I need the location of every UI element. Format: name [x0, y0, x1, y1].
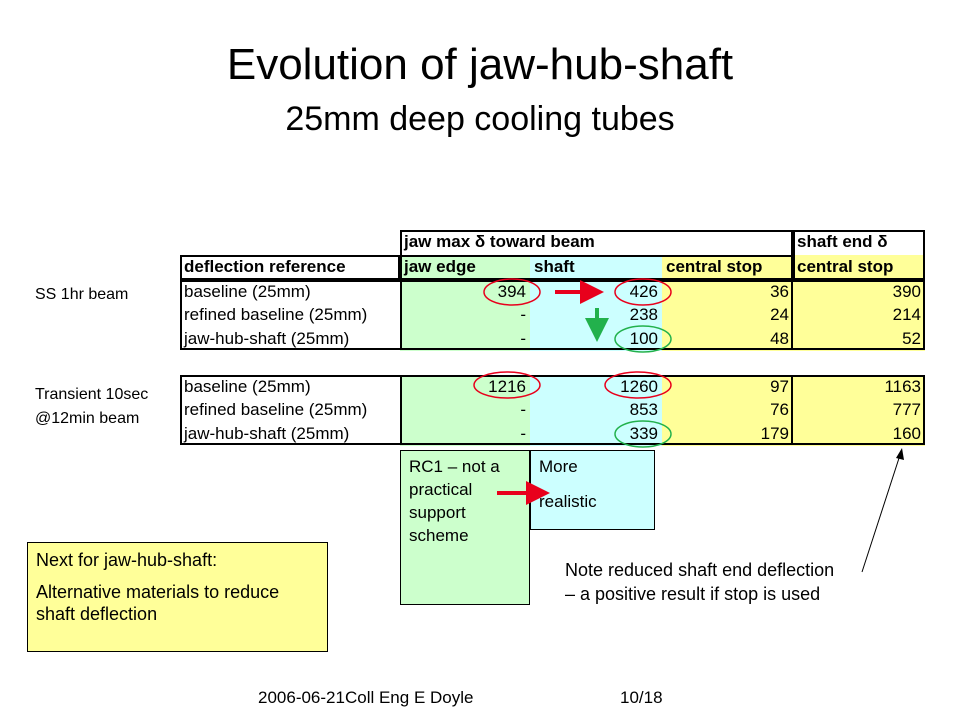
- next-heading: Next for jaw-hub-shaft:: [36, 550, 218, 570]
- row-label: jaw-hub-shaft (25mm): [180, 326, 400, 351]
- column-header: deflection reference: [180, 255, 400, 280]
- value-cell: 76: [662, 398, 793, 423]
- value-cell: 97: [662, 375, 793, 400]
- rc1-box: RC1 – not a practical support scheme: [400, 450, 530, 605]
- value-cell: 36: [662, 280, 793, 305]
- value-cell: 48: [662, 326, 793, 351]
- section-label: Transient 10sec @12min beam: [35, 386, 149, 427]
- row-label: refined baseline (25mm): [180, 398, 400, 423]
- value-cell: 52: [793, 326, 925, 351]
- slide-title: Evolution of jaw-hub-shaft: [226, 40, 734, 89]
- value-cell: 214: [793, 303, 925, 328]
- group-header: shaft end δ: [793, 230, 925, 255]
- value-cell: 426: [530, 280, 662, 305]
- slide-subtitle: 25mm deep cooling tubes: [285, 100, 675, 138]
- section-label: SS 1hr beam: [35, 286, 129, 303]
- column-header: shaft: [530, 255, 662, 280]
- value-cell: -: [400, 421, 530, 446]
- pointer-head: [896, 448, 904, 460]
- value-cell: 24: [662, 303, 793, 328]
- value-cell: -: [400, 303, 530, 328]
- realistic-line: More: [539, 457, 578, 476]
- value-cell: 1216: [400, 375, 530, 400]
- rc1-text: RC1 – not a practical support scheme: [409, 457, 500, 545]
- value-cell: 339: [530, 421, 662, 446]
- value-cell: -: [400, 326, 530, 351]
- value-cell: 1260: [530, 375, 662, 400]
- group-header: jaw max δ toward beam: [400, 230, 793, 255]
- row-label: baseline (25mm): [180, 280, 400, 305]
- row-label: baseline (25mm): [180, 375, 400, 400]
- pointer-line: [861, 451, 902, 573]
- value-cell: 390: [793, 280, 925, 305]
- footer-left: 2006-06-21Coll Eng E Doyle: [258, 688, 474, 707]
- column-header: central stop: [662, 255, 793, 280]
- value-cell: 100: [530, 326, 662, 351]
- value-cell: 394: [400, 280, 530, 305]
- value-cell: -: [400, 398, 530, 423]
- value-cell: 179: [662, 421, 793, 446]
- column-header: central stop: [793, 255, 925, 280]
- value-cell: 777: [793, 398, 925, 423]
- row-label: jaw-hub-shaft (25mm): [180, 421, 400, 446]
- realistic-box: More realistic: [530, 450, 655, 530]
- next-text: Alternative materials to reduce shaft de…: [36, 582, 280, 624]
- value-cell: 1163: [793, 375, 925, 400]
- value-cell: 238: [530, 303, 662, 328]
- row-label: refined baseline (25mm): [180, 303, 400, 328]
- footer-right: 10/18: [620, 688, 663, 707]
- next-box: Next for jaw-hub-shaft: Alternative mate…: [27, 542, 328, 652]
- realistic-line: realistic: [539, 492, 597, 511]
- value-cell: 160: [793, 421, 925, 446]
- note-text: Note reduced shaft end deflection – a po…: [565, 560, 835, 604]
- column-header: jaw edge: [400, 255, 530, 280]
- value-cell: 853: [530, 398, 662, 423]
